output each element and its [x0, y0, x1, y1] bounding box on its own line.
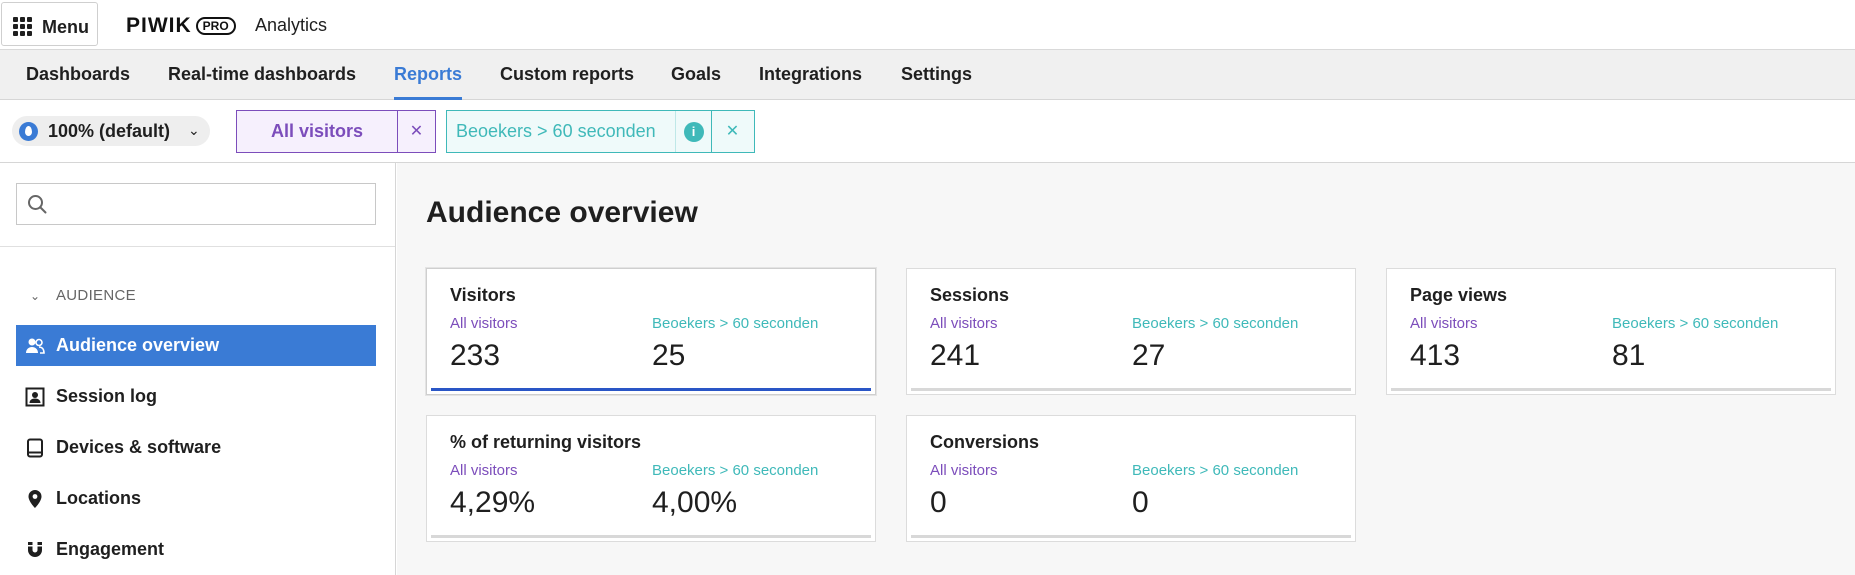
sidebar-item-label: Devices & software	[56, 437, 222, 457]
chevron-down-icon: ⌄	[188, 122, 200, 138]
users-icon	[26, 338, 45, 354]
sidebar-item-label: Audience overview	[56, 335, 220, 355]
filter-bar: 100% (default) ⌄ All visitors ✕ Beoekers…	[0, 101, 1855, 163]
info-glyph: i	[683, 121, 704, 142]
sidebar-item-label: Locations	[56, 488, 142, 508]
segment-info-icon[interactable]: i	[675, 111, 711, 152]
metric-card-sessions[interactable]: Sessions All visitors Beoekers > 60 seco…	[906, 268, 1356, 395]
card-indicator-bar	[1391, 388, 1831, 391]
sampling-drop-icon	[19, 122, 38, 141]
segment-b-value: 4,00%	[652, 486, 738, 519]
apps-grid-icon	[13, 17, 33, 37]
sidebar-item-engagement[interactable]: Engagement	[16, 529, 376, 570]
card-indicator-bar	[911, 388, 1351, 391]
nav-settings[interactable]: Settings	[901, 64, 973, 84]
piwik-pro-logo[interactable]: PIWIK PRO	[126, 14, 236, 38]
logo-word: PIWIK	[126, 14, 192, 37]
nav-integrations[interactable]: Integrations	[759, 64, 863, 84]
main-content: Audience overview Visitors All visitors …	[397, 163, 1855, 575]
segment-a-value: 233	[450, 339, 501, 372]
metric-card-page-views[interactable]: Page views All visitors Beoekers > 60 se…	[1386, 268, 1836, 395]
segment-all-visitors[interactable]: All visitors ✕	[236, 110, 436, 153]
main-nav: Dashboards Real-time dashboards Reports …	[0, 50, 1855, 100]
segment-a-value: 4,29%	[450, 486, 536, 519]
segment-a-value: 413	[1410, 339, 1461, 372]
sidebar-item-label: Engagement	[56, 539, 165, 559]
nav-reports[interactable]: Reports	[394, 64, 463, 100]
segment-b-label: Beoekers > 60 seconden	[1612, 315, 1779, 332]
segment-b-label: Beoekers > 60 seconden	[1132, 315, 1299, 332]
segment-b-value: 0	[1132, 486, 1149, 519]
sidebar-item-devices-software[interactable]: Devices & software	[16, 427, 376, 468]
remove-segment-b-close-icon[interactable]: ✕	[711, 111, 753, 152]
sidebar-item-label: Session log	[56, 386, 158, 406]
section-chevron-icon[interactable]: ⌄	[30, 289, 41, 303]
sidebar-item-locations[interactable]: Locations	[16, 478, 376, 519]
card-title: Sessions	[930, 285, 1010, 305]
card-indicator-bar	[431, 535, 871, 538]
card-title: % of returning visitors	[450, 432, 642, 452]
nav-real-time-dashboards[interactable]: Real-time dashboards	[168, 64, 357, 84]
metric-card-conversions[interactable]: Conversions All visitors Beoekers > 60 s…	[906, 415, 1356, 542]
segment-beoekers[interactable]: Beoekers > 60 seconden i ✕	[446, 110, 755, 153]
sidebar-item-audience-overview[interactable]: Audience overview	[16, 325, 376, 366]
tablet-icon	[27, 438, 43, 458]
segment-b-value: 27	[1132, 339, 1166, 372]
segment-a-label: All visitors	[930, 315, 998, 332]
card-title: Visitors	[450, 285, 516, 305]
menu-label: Menu	[42, 17, 89, 37]
sampling-label: 100% (default)	[48, 121, 171, 141]
segment-b-value: 25	[652, 339, 686, 372]
menu-button[interactable]: Menu	[1, 2, 98, 46]
card-indicator-bar	[911, 535, 1351, 538]
segment-b-label[interactable]: Beoekers > 60 seconden	[456, 121, 656, 141]
person-card-icon	[25, 387, 45, 407]
sidebar-divider	[0, 246, 395, 247]
segment-b-label: Beoekers > 60 seconden	[652, 462, 819, 479]
sidebar: ⌄ AUDIENCE Audience overview Session log…	[0, 163, 396, 575]
top-bar: Menu PIWIK PRO Analytics	[0, 0, 1855, 50]
segment-a-label: All visitors	[450, 315, 518, 332]
nav-goals[interactable]: Goals	[671, 64, 722, 84]
segment-a-value: 0	[930, 486, 947, 519]
sampling-dropdown[interactable]: 100% (default) ⌄	[12, 116, 210, 146]
app-name: Analytics	[255, 15, 328, 35]
metric-card-returning-visitors[interactable]: % of returning visitors All visitors Beo…	[426, 415, 876, 542]
card-indicator-bar	[431, 388, 871, 391]
segment-a-value: 241	[930, 339, 981, 372]
section-heading-audience[interactable]: AUDIENCE	[56, 287, 136, 304]
card-title: Conversions	[930, 432, 1040, 452]
logo-badge: PRO	[195, 17, 236, 35]
search-icon	[28, 195, 47, 214]
sidebar-search-input[interactable]	[16, 183, 376, 225]
segment-a-label: All visitors	[450, 462, 518, 479]
remove-segment-a-close-icon[interactable]: ✕	[397, 111, 435, 152]
page-title: Audience overview	[426, 196, 698, 229]
segment-b-label: Beoekers > 60 seconden	[1132, 462, 1299, 479]
segment-a-label: All visitors	[930, 462, 998, 479]
segment-b-value: 81	[1612, 339, 1646, 372]
nav-custom-reports[interactable]: Custom reports	[500, 64, 635, 84]
segment-b-label: Beoekers > 60 seconden	[652, 315, 819, 332]
sidebar-item-session-log[interactable]: Session log	[16, 376, 376, 417]
map-pin-icon	[28, 490, 42, 508]
card-title: Page views	[1410, 285, 1508, 305]
magnet-icon	[28, 542, 42, 557]
segment-a-label: All visitors	[1410, 315, 1478, 332]
nav-dashboards[interactable]: Dashboards	[26, 64, 131, 84]
segment-a-label[interactable]: All visitors	[270, 121, 364, 141]
metric-card-visitors[interactable]: Visitors All visitors Beoekers > 60 seco…	[426, 268, 876, 395]
